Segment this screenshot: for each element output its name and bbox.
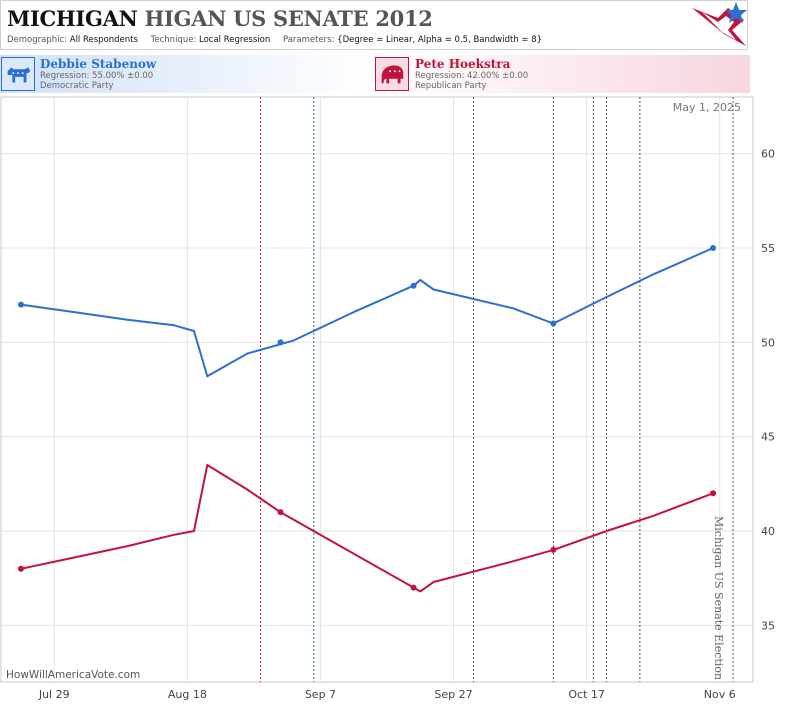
data-point [550,546,557,553]
technique-value: Local Regression [199,35,271,45]
y-tick-label: 60 [761,148,775,161]
axes: 35 40 45 50 55 60 Jul 29 Aug 18 Sep 7 Sep 27 Oct 1… [38,148,775,701]
chart-header: MICHIGAN HIGAN US SENATE 2012 Demographi… [0,0,748,50]
poll-chart: 35 40 45 50 55 60 Jul 29 Aug 18 Sep 7 Sep 27 Oct 1… [0,96,775,701]
event-lines [260,97,734,682]
y-tick-label: 55 [761,242,775,255]
election-label: Michigan US Senate Election [712,516,725,680]
candidate-panel-republican: Pete Hoekstra Regression: 42.00% ±0.00 R… [375,55,750,93]
series-line [20,464,714,593]
elephant-icon [375,57,409,91]
data-point [277,339,284,346]
parameters-label: Parameters: [282,35,335,45]
series-line [20,247,714,378]
data-point [710,244,717,251]
demographic-value: All Respondents [69,35,138,45]
data-point [410,282,417,289]
parameters-line: Demographic: All Respondents Technique: … [7,35,552,45]
data-point [17,565,24,572]
data-point [277,509,284,516]
candidate-party: Democratic Party [40,81,114,91]
candidate-party: Republican Party [415,81,487,91]
data-point [17,301,24,308]
x-tick-label: Aug 18 [168,688,207,701]
star-flag-logo-icon [692,2,747,46]
donkey-icon [1,57,35,91]
parameters-value: {Degree = Linear, Alpha = 0.5, Bandwidth… [337,35,543,45]
title-state: MICHIGAN [7,6,138,31]
plot-area [0,96,754,683]
candidate-name: Pete Hoekstra [415,57,511,71]
site-watermark: HowWillAmericaVote.com [6,669,140,681]
candidate-panel-democrat: Debbie Stabenow Regression: 55.00% ±0.00… [0,55,375,93]
y-tick-label: 40 [761,525,775,538]
page-title: MICHIGAN HIGAN US SENATE 2012 [7,6,433,31]
chart-date-label: May 1, 2025 [673,101,741,114]
x-tick-label: Sep 27 [434,688,472,701]
candidate-name: Debbie Stabenow [40,57,157,71]
x-tick-label: Sep 7 [305,688,336,701]
data-point [710,490,717,497]
candidate-regression: Regression: 55.00% ±0.00 [40,71,154,81]
y-tick-label: 45 [761,431,775,444]
data-point [550,320,557,327]
data-point [410,584,417,591]
y-tick-label: 50 [761,336,775,349]
x-tick-label: Jul 29 [38,688,70,701]
x-tick-label: Nov 6 [704,688,736,701]
candidate-regression: Regression: 42.00% ±0.00 [415,71,529,81]
x-tick-label: Oct 17 [568,688,605,701]
gridlines [1,97,753,682]
series-lines [17,244,717,593]
technique-label: Technique: [150,35,197,45]
y-tick-label: 35 [761,619,775,632]
demographic-label: Demographic: [7,35,68,45]
title-race: HIGAN US SENATE 2012 [144,6,433,31]
